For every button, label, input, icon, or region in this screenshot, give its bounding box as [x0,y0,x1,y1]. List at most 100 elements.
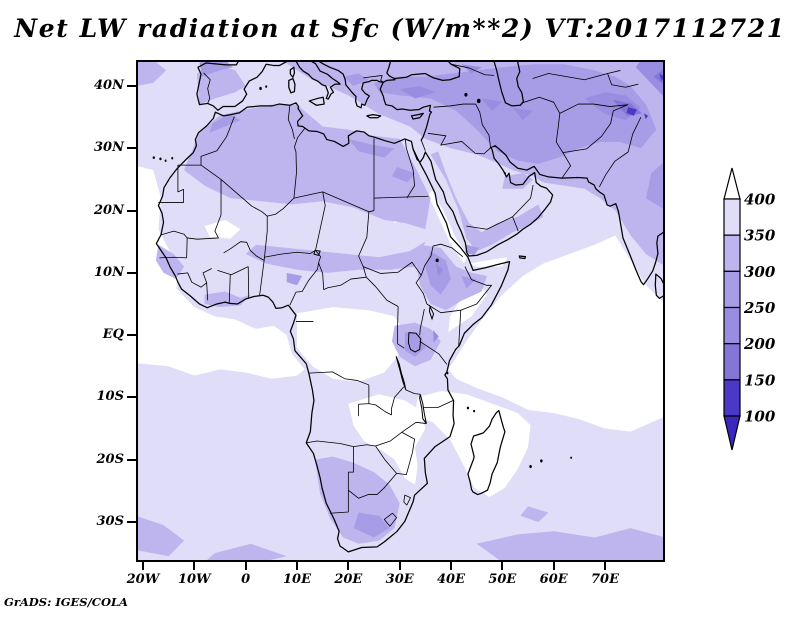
lon-tick [449,562,452,570]
colorbar-segment [723,234,741,272]
lon-tick-label: 50E [488,572,517,587]
lon-tick-label: 30E [385,572,414,587]
madagascar-coastline [468,410,505,494]
black-sea-south-coastline [383,60,459,82]
cyprus-coastline [411,113,423,119]
border-line [451,64,628,178]
corsica-coastline [290,67,294,77]
shading-100-150 [626,73,665,120]
iberia-france-coastline [197,60,290,110]
border-line [533,70,641,186]
lat-tick [127,271,136,274]
lat-tick [127,85,136,87]
lat-tick-label: 20N [94,202,124,218]
border-line [398,309,453,407]
lon-tick-label: 60E [539,572,568,587]
socotra-coastline [519,256,525,258]
lake-tana [435,258,439,263]
colorbar-arrow-down [723,415,741,451]
canary-island-dot [159,157,162,161]
colorbar-segment [723,270,741,309]
small-islands [152,85,573,469]
lon-tick-label: 0 [241,572,251,587]
lake-van [464,92,468,97]
lon-tick-label: 10E [282,572,311,587]
lake-chad [314,250,320,255]
lat-tick [127,458,136,461]
balearic-island-dot [259,86,262,91]
caspian-sea-coastline [494,60,524,106]
lon-tick [142,562,144,570]
chart-title: Net LW radiation at Sfc (W/m**2) VT:2017… [14,14,786,43]
colorbar-tick-label: 400 [744,191,776,209]
border-line [427,267,492,346]
colorbar: 400 350 300 250 200 150 100 [723,167,776,451]
lat-tick [127,209,136,212]
lake-victoria [408,333,420,352]
swaziland-border [404,495,411,505]
lon-tick-label: 20E [334,572,363,587]
lon-tick-label: 40E [436,572,465,587]
border-line [217,216,267,275]
attribution-text: GrADS: IGES/COLA [4,595,128,609]
map-plot [136,60,665,562]
lon-tick-label: 70E [590,572,619,587]
lat-tick-label: 10N [94,264,124,280]
colorbar-tick-label: 150 [744,371,776,389]
sardinia-coastline [289,79,295,93]
colorbar-arrow-up [723,167,741,200]
crete-coastline [367,115,381,118]
lon-tick [295,562,298,570]
lon-tick [244,562,247,570]
lon-tick [347,562,350,570]
reunion-island-dot [529,464,532,469]
lon-tick [552,562,555,570]
mauritius-island-dot [540,459,543,463]
coastlines [156,60,665,552]
lake-urmia [476,98,481,104]
lat-tick [127,147,136,150]
lat-tick-label: 10S [96,389,124,405]
italy-coastline [291,60,340,99]
colorbar-tick-label: 250 [743,299,776,317]
lake-malawi [420,394,427,423]
sicily-coastline [309,97,324,105]
lon-tick [501,562,504,570]
border-line [421,104,490,154]
lat-tick [127,521,136,523]
lat-tick-label: 40N [94,78,124,93]
comoros-island-dot [466,406,470,410]
lake-tanganyika [396,356,406,390]
balearic-island-dot [265,85,268,88]
border-line [177,260,264,303]
lon-tick-label: 10W [177,572,211,587]
border-line [221,105,305,216]
lat-tick [127,334,136,337]
lesotho-border [384,513,396,526]
border-line [296,321,404,416]
lon-tick [193,562,196,570]
lat-tick [127,396,136,399]
bahrain-island-dot [503,172,506,175]
border-line [187,165,221,258]
rodrigues-island-dot [570,456,573,459]
lon-tick-label: 20W [126,572,160,587]
lakes-rivers [314,92,481,424]
lat-tick-label: 30S [96,514,124,529]
lat-tick-label: 30N [94,140,124,156]
canary-island-dot [164,159,167,162]
sri-lanka-coastline [655,274,665,298]
border-line [306,441,406,513]
border-line [363,244,463,344]
canary-island-dot [171,156,174,160]
border-line [158,117,234,203]
border-line [290,212,369,305]
colorbar-tick-label: 300 [744,263,776,281]
border-line [264,138,428,257]
arabia-india-coastline [413,146,665,285]
colorbar-tick-label: 200 [743,335,776,353]
colorbar-tick-label: 350 [744,227,776,245]
africa-coastline [156,103,509,552]
colorbar-segment [723,343,741,381]
